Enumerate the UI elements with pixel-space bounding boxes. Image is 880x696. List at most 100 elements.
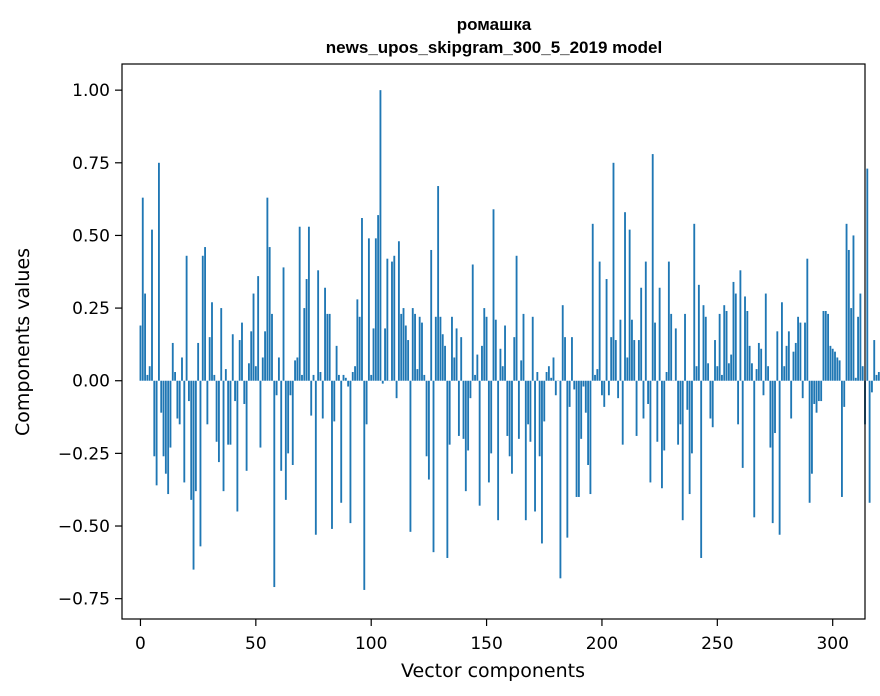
bar-297: [824, 310, 827, 381]
bar-194: [587, 380, 590, 465]
bar-232: [674, 328, 677, 381]
bar-242: [697, 284, 700, 381]
bar-16: [176, 380, 179, 419]
bar-124: [425, 380, 428, 457]
bar-72: [305, 279, 308, 381]
bar-289: [806, 258, 809, 381]
bar-228: [665, 372, 668, 381]
bar-18: [181, 357, 183, 381]
y-tick-label: 0.00: [72, 372, 110, 392]
bar-122: [421, 322, 423, 381]
bar-246: [707, 363, 710, 381]
bar-93: [354, 366, 356, 381]
y-tick-label: −0.75: [58, 590, 110, 610]
bar-216: [637, 340, 640, 381]
bar-270: [762, 380, 765, 396]
bar-224: [656, 380, 659, 442]
bar-148: [481, 345, 483, 381]
bar-104: [379, 90, 382, 381]
bar-0: [139, 325, 142, 381]
bar-102: [374, 238, 377, 381]
bar-219: [644, 261, 647, 381]
x-tick-label: 50: [245, 634, 267, 654]
bar-175: [543, 380, 546, 422]
bar-53: [261, 357, 264, 381]
bar-226: [661, 380, 663, 489]
bar-260: [739, 270, 742, 381]
bar-145: [474, 374, 476, 381]
bar-238: [688, 380, 691, 495]
bar-195: [589, 380, 592, 495]
bar-267: [755, 369, 758, 381]
bar-6: [153, 380, 156, 457]
bar-64: [287, 380, 290, 454]
bar-120: [416, 369, 419, 381]
bar-206: [614, 340, 617, 381]
bar-75: [312, 374, 315, 381]
bar-86: [337, 374, 340, 381]
bar-33: [215, 380, 218, 442]
bar-55: [266, 197, 269, 381]
x-tick-label: 150: [470, 634, 502, 654]
bar-171: [534, 380, 536, 512]
chart-subtitle: news_upos_skipgram_300_5_2019 model: [326, 38, 662, 57]
bar-248: [711, 380, 714, 428]
bar-141: [464, 380, 467, 492]
bar-54: [264, 331, 266, 381]
bar-247: [709, 380, 712, 419]
bar-112: [397, 241, 400, 381]
bar-279: [783, 366, 786, 381]
y-axis-label: Components values: [12, 248, 34, 436]
bar-262: [744, 296, 746, 381]
bar-167: [524, 380, 527, 521]
x-tick-label: 250: [701, 634, 733, 654]
bar-19: [183, 380, 186, 483]
bar-9: [160, 380, 163, 413]
bar-142: [467, 380, 470, 451]
bar-28: [204, 247, 206, 381]
bar-283: [792, 351, 795, 381]
bar-215: [635, 380, 638, 436]
bar-137: [455, 328, 458, 381]
bar-71: [303, 308, 306, 381]
bar-21: [187, 380, 190, 402]
bar-60: [277, 357, 280, 381]
plot-frame: [121, 63, 866, 620]
bar-233: [677, 380, 680, 445]
bar-306: [845, 223, 848, 381]
bar-48: [250, 331, 253, 381]
bar-254: [725, 310, 728, 381]
bar-123: [423, 374, 426, 381]
bar-32: [213, 374, 216, 381]
bar-203: [607, 380, 610, 396]
bar-97: [363, 380, 366, 590]
bar-105: [381, 380, 384, 384]
bar-139: [460, 337, 463, 381]
bar-143: [469, 380, 472, 399]
bar-192: [582, 380, 585, 387]
bar-190: [577, 380, 580, 497]
x-tick-label: 200: [586, 634, 618, 654]
bar-299: [829, 345, 832, 381]
bar-67: [294, 360, 296, 381]
bar-74: [310, 380, 313, 416]
bar-159: [506, 380, 509, 436]
bar-244: [702, 305, 705, 381]
bar-188: [573, 380, 576, 390]
bar-36: [222, 380, 225, 492]
bar-220: [647, 380, 650, 404]
bar-56: [268, 247, 271, 381]
bar-30: [208, 337, 211, 381]
bar-214: [633, 340, 636, 381]
bar-212: [628, 229, 631, 381]
bar-199: [598, 261, 601, 381]
bar-150: [485, 316, 488, 381]
bar-2: [144, 293, 146, 381]
bar-291: [811, 380, 813, 474]
bar-14: [171, 342, 174, 381]
y-tick-label: −0.50: [58, 517, 110, 537]
bar-292: [813, 380, 816, 404]
bar-87: [340, 380, 343, 503]
bar-149: [483, 308, 486, 381]
bar-286: [799, 322, 802, 381]
